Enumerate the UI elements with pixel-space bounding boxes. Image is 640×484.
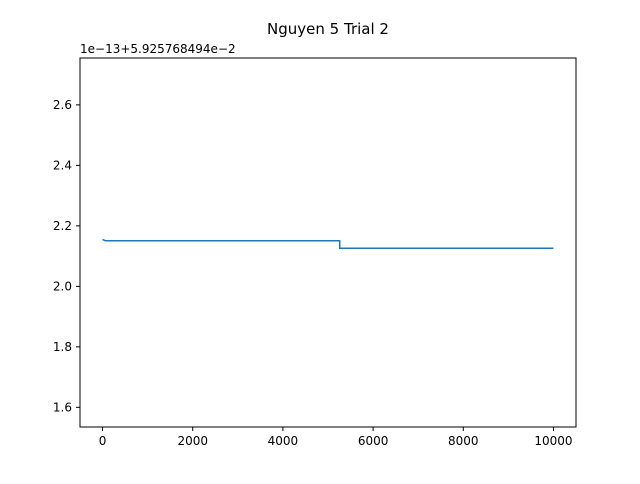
y-tick-label: 2.4 <box>53 158 72 172</box>
y-offset-label: 1e−13+5.925768494e−2 <box>80 42 236 56</box>
y-tick-label: 1.8 <box>53 340 72 354</box>
y-tick-label: 2.2 <box>53 219 72 233</box>
x-tick-label: 10000 <box>534 434 572 448</box>
x-axis: 0 2000 4000 6000 8000 10000 <box>99 427 573 448</box>
x-tick-label: 6000 <box>358 434 389 448</box>
series-line-0 <box>102 238 554 249</box>
x-tick-label: 2000 <box>177 434 208 448</box>
y-axis: 1.6 1.8 2.0 2.2 2.4 2.6 <box>53 98 80 414</box>
y-tick-label: 2.6 <box>53 98 72 112</box>
x-tick-label: 8000 <box>448 434 479 448</box>
axes-frame <box>79 57 577 428</box>
x-tick-label: 4000 <box>268 434 299 448</box>
y-tick-label: 1.6 <box>53 400 72 414</box>
y-tick-label: 2.0 <box>53 279 72 293</box>
chart-title: Nguyen 5 Trial 2 <box>267 20 389 38</box>
series-layer <box>102 238 554 249</box>
x-tick-label: 0 <box>99 434 107 448</box>
